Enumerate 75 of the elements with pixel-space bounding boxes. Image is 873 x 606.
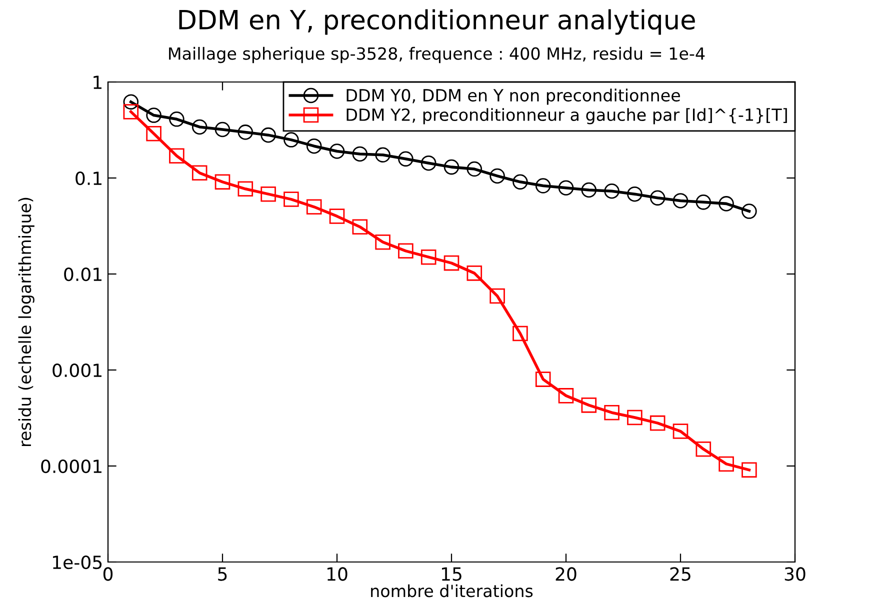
point [398, 243, 414, 259]
point [490, 168, 505, 184]
point [581, 398, 597, 413]
point [672, 193, 688, 208]
point [123, 94, 139, 110]
point [718, 196, 734, 212]
point [284, 192, 299, 207]
legend-label: DDM Y2, preconditionneur a gauche par [Id]^{-1}[T] [346, 108, 787, 124]
point [742, 204, 757, 219]
point [696, 441, 712, 457]
point [375, 147, 390, 163]
point [512, 326, 528, 342]
point [214, 174, 230, 190]
point [444, 255, 460, 271]
chart-subtitle: Maillage spherique sp-3528, frequence : 400 MHz, residu = 1e-4 [169, 46, 705, 64]
point [444, 159, 460, 175]
point [329, 144, 345, 159]
point [604, 404, 620, 420]
x-tick-label: 25 [670, 567, 690, 581]
point [238, 124, 254, 140]
point [375, 234, 390, 250]
point [146, 108, 162, 123]
legend-label: DDM Y0, DDM en Y non preconditionnee [346, 88, 680, 105]
point [490, 288, 505, 304]
y-tick-label: 0.001 [52, 363, 102, 378]
point [169, 148, 184, 164]
y-tick-label: 0.1 [76, 171, 102, 186]
x-tick-label: 20 [556, 567, 576, 581]
point [123, 104, 139, 120]
y-tick-label: 1 [94, 76, 102, 89]
point [512, 174, 528, 190]
point [535, 372, 551, 387]
point [650, 190, 666, 206]
point [169, 112, 184, 127]
point [558, 388, 574, 404]
y-axis-title: residu (echelle logarithmique) [18, 198, 34, 446]
y-tick-label: 0.01 [64, 267, 102, 282]
point [672, 424, 688, 439]
point [284, 132, 299, 148]
point [306, 138, 322, 154]
point [466, 266, 482, 281]
point [420, 249, 436, 265]
point [192, 119, 208, 135]
point [214, 122, 230, 138]
point [696, 194, 712, 210]
point [627, 186, 642, 202]
point [398, 151, 414, 167]
point [627, 410, 642, 426]
point [352, 146, 368, 162]
point [604, 183, 620, 199]
point [650, 415, 666, 431]
x-tick-label: 5 [218, 567, 227, 581]
y-tick-label: 1e-05 [53, 555, 102, 570]
chart-title: DDM en Y, preconditionneur analytique [179, 9, 695, 35]
point [535, 178, 551, 194]
x-tick-label: 0 [103, 567, 113, 581]
point [238, 181, 254, 197]
x-tick-label: 10 [327, 567, 348, 581]
point [260, 127, 276, 143]
point [352, 219, 368, 234]
y-tick-label: 0.0001 [41, 459, 102, 474]
point [260, 186, 276, 202]
point [742, 462, 757, 478]
point [718, 456, 734, 472]
x-tick-label: 30 [784, 567, 806, 581]
x-axis-title: nombre d'iterations [371, 584, 533, 598]
point [192, 165, 208, 181]
point [420, 155, 436, 171]
x-tick-label: 15 [442, 567, 462, 581]
point [306, 199, 322, 215]
point [581, 182, 597, 198]
point [329, 208, 345, 224]
point [466, 161, 482, 177]
point [558, 180, 574, 196]
point [146, 126, 162, 142]
